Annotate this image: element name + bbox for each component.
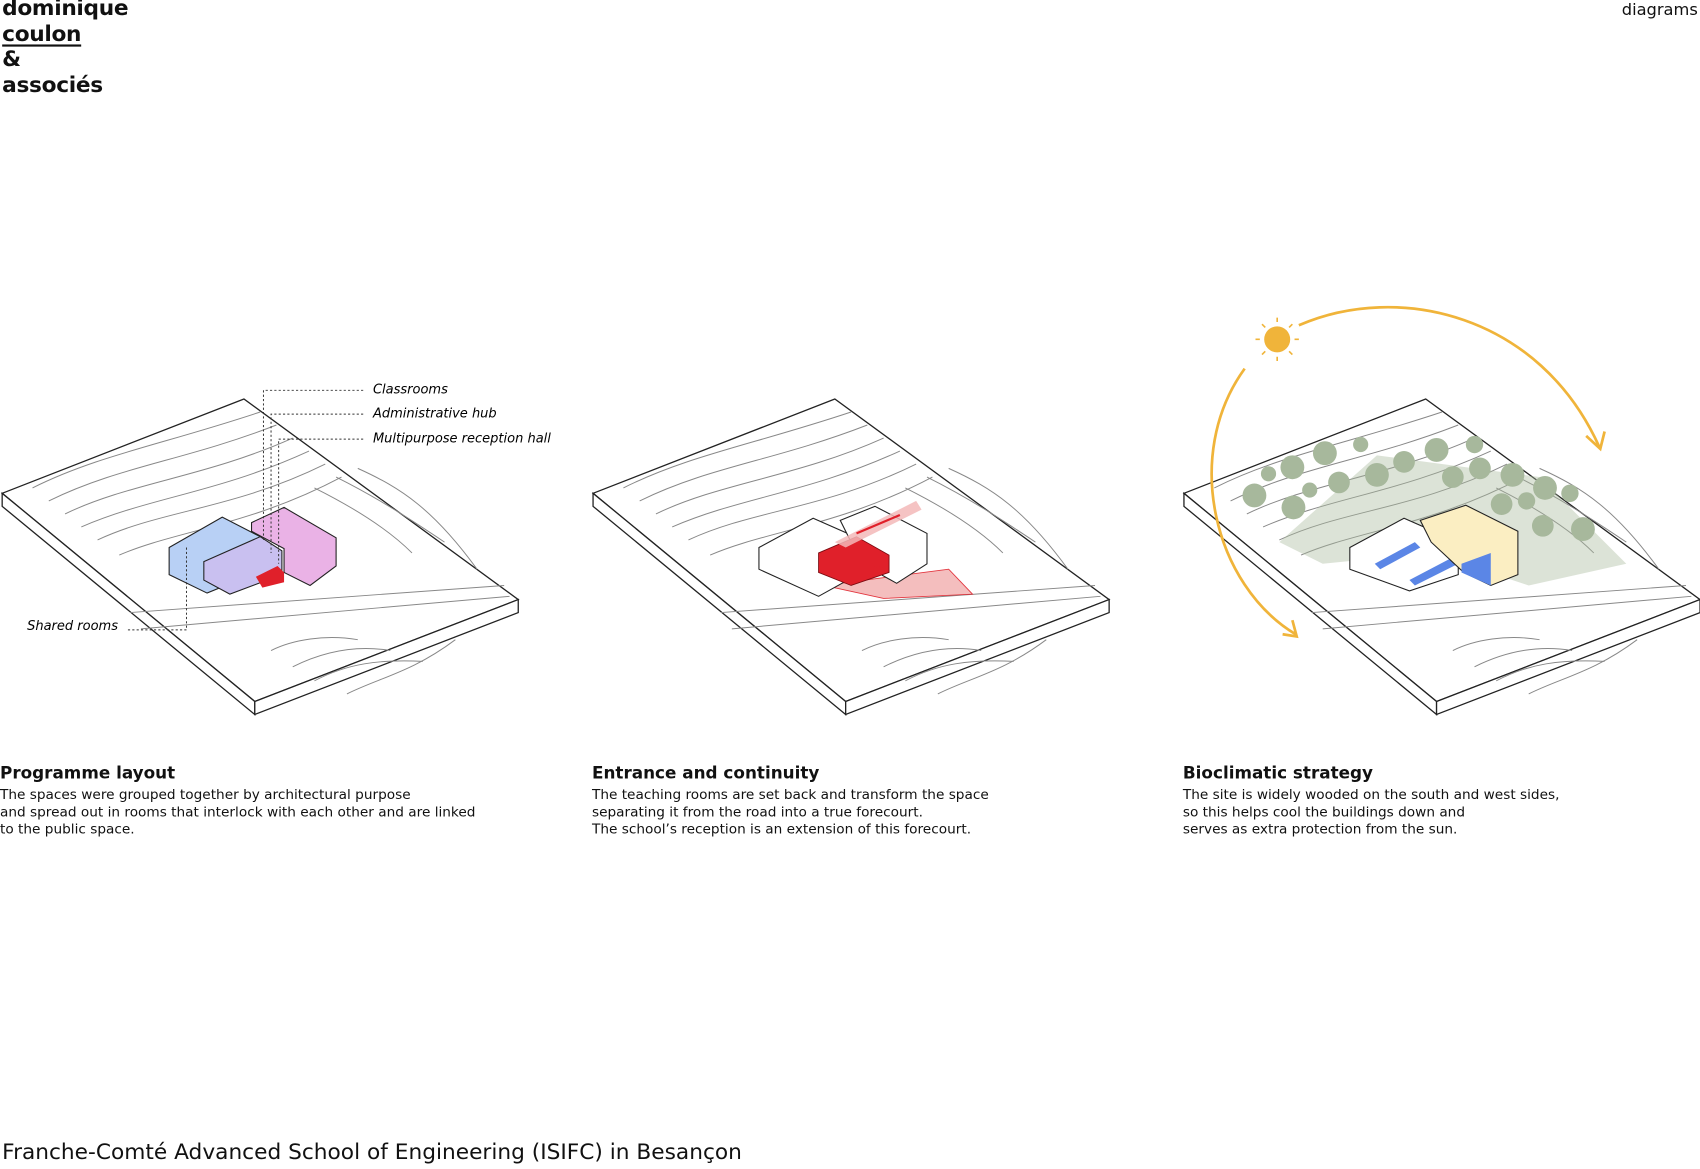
label-classrooms: Classrooms — [373, 383, 448, 398]
caption-bioclimatic-strategy: Bioclimatic strategy The site is widely … — [1183, 763, 1660, 838]
caption-text: The site is widely wooded on the south a… — [1182, 786, 1560, 838]
logo: dominique coulon & associés — [2, 0, 128, 98]
caption-title: Bioclimatic strategy — [1182, 763, 1374, 783]
label-administrative-hub: Administrative hub — [372, 406, 497, 421]
logo-line: & — [2, 45, 21, 72]
caption-title: Programme layout — [0, 763, 176, 783]
caption-programme-layout: Programme layout The spaces were grouped… — [0, 763, 477, 838]
sun-icon — [1255, 317, 1299, 362]
diagram-bioclimatic-strategy — [1183, 305, 1700, 716]
logo-line: dominique — [2, 0, 129, 21]
diagram-programme-layout: Classrooms Administrative hub Multipurpo… — [1, 383, 551, 716]
logo-line: coulon — [2, 20, 82, 47]
diagrams-illustration: Classrooms Administrative hub Multipurpo… — [1, 305, 1700, 716]
caption-title: Entrance and continuity — [591, 763, 820, 783]
caption-text: The spaces were grouped together by arch… — [0, 786, 476, 838]
sun-path-arrow — [1298, 305, 1601, 448]
logo-line: associés — [2, 71, 103, 98]
section-label[interactable]: diagrams — [1621, 0, 1698, 20]
diagram-entrance-continuity — [592, 398, 1110, 716]
project-caption: Franche-Comté Advanced School of Enginee… — [2, 1138, 742, 1165]
sun-path-arrow — [1210, 367, 1297, 636]
caption-text: The teaching rooms are set back and tran… — [591, 786, 989, 838]
caption-entrance-continuity: Entrance and continuity The teaching roo… — [592, 763, 1069, 838]
trees — [1242, 435, 1595, 542]
label-multipurpose-hall: Multipurpose reception hall — [373, 431, 551, 446]
label-shared-rooms: Shared rooms — [27, 619, 118, 634]
